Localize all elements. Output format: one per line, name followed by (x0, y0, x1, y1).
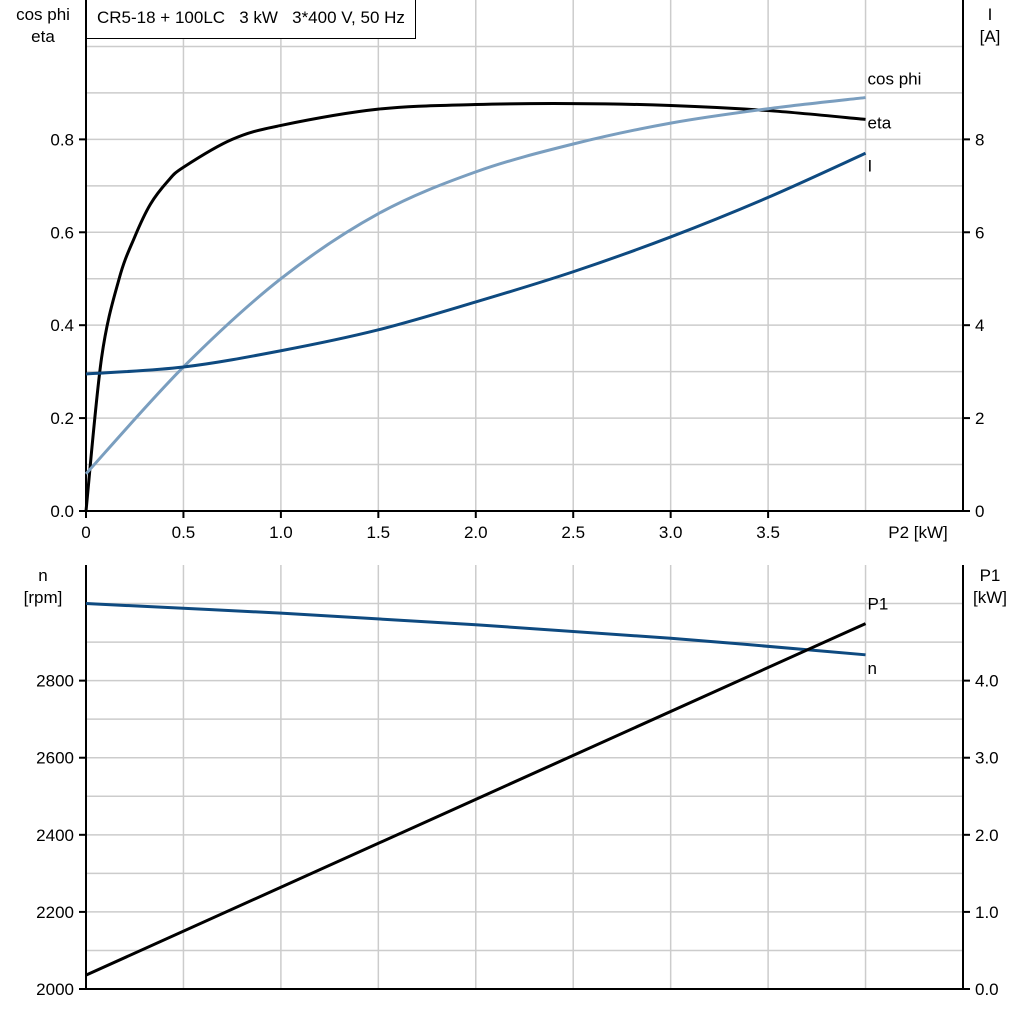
y-right-tick-label: 0.0 (975, 980, 999, 999)
y-right-axis-label: [kW] (973, 588, 1007, 607)
y-right-tick-label: 8 (975, 130, 984, 149)
series-line-eta (84, 102, 866, 512)
x-tick-label: 3.5 (756, 523, 780, 542)
y-right-tick-label: 3.0 (975, 749, 999, 768)
y-right-axis-label: [A] (980, 27, 1001, 46)
x-tick-label: 2.5 (561, 523, 585, 542)
y-right-tick-label: 4 (975, 316, 984, 335)
series-label-eta: eta (868, 113, 892, 132)
y-right-tick-label: 0 (975, 502, 984, 521)
y-left-tick-label: 2800 (36, 672, 74, 691)
y-right-tick-label: 1.0 (975, 903, 999, 922)
x-tick-label: 0 (81, 523, 90, 542)
x-tick-label: 1.5 (367, 523, 391, 542)
y-left-tick-label: 2600 (36, 749, 74, 768)
y-left-tick-label: 2200 (36, 903, 74, 922)
series-line-p1 (85, 622, 867, 977)
y-left-tick-label: 0.6 (50, 223, 74, 242)
x-tick-label: 3.0 (659, 523, 683, 542)
y-left-tick-label: 0.8 (50, 130, 74, 149)
y-left-tick-label: 2400 (36, 826, 74, 845)
x-tick-label: 1.0 (269, 523, 293, 542)
chart-title: CR5-18 + 100LC 3 kW 3*400 V, 50 Hz (86, 0, 416, 39)
y-right-tick-label: 4.0 (975, 672, 999, 691)
x-tick-label: 2.0 (464, 523, 488, 542)
y-left-tick-label: 0.2 (50, 409, 74, 428)
series-line-cos-phi (84, 96, 866, 475)
series-label-cos-phi: cos phi (868, 70, 922, 89)
y-left-axis-label: cos phi (16, 5, 70, 24)
y-right-tick-label: 2.0 (975, 826, 999, 845)
series-label-i: I (868, 156, 873, 175)
y-right-tick-label: 2 (975, 409, 984, 428)
y-left-axis-label: eta (31, 27, 55, 46)
series-label-n: n (868, 659, 877, 678)
y-right-axis-label: P1 (980, 566, 1001, 585)
y-right-axis-label: I (988, 5, 993, 24)
x-tick-label: 0.5 (172, 523, 196, 542)
y-left-tick-label: 2000 (36, 980, 74, 999)
y-left-tick-label: 0.4 (50, 316, 74, 335)
y-left-axis-label: [rpm] (24, 588, 63, 607)
series-line-n (85, 602, 866, 657)
x-axis-label: P2 [kW] (888, 523, 948, 542)
y-left-axis-label: n (38, 566, 47, 585)
series-line-i (85, 151, 867, 376)
series-label-p1: P1 (868, 595, 889, 614)
y-left-tick-label: 0.0 (50, 502, 74, 521)
y-right-tick-label: 6 (975, 223, 984, 242)
